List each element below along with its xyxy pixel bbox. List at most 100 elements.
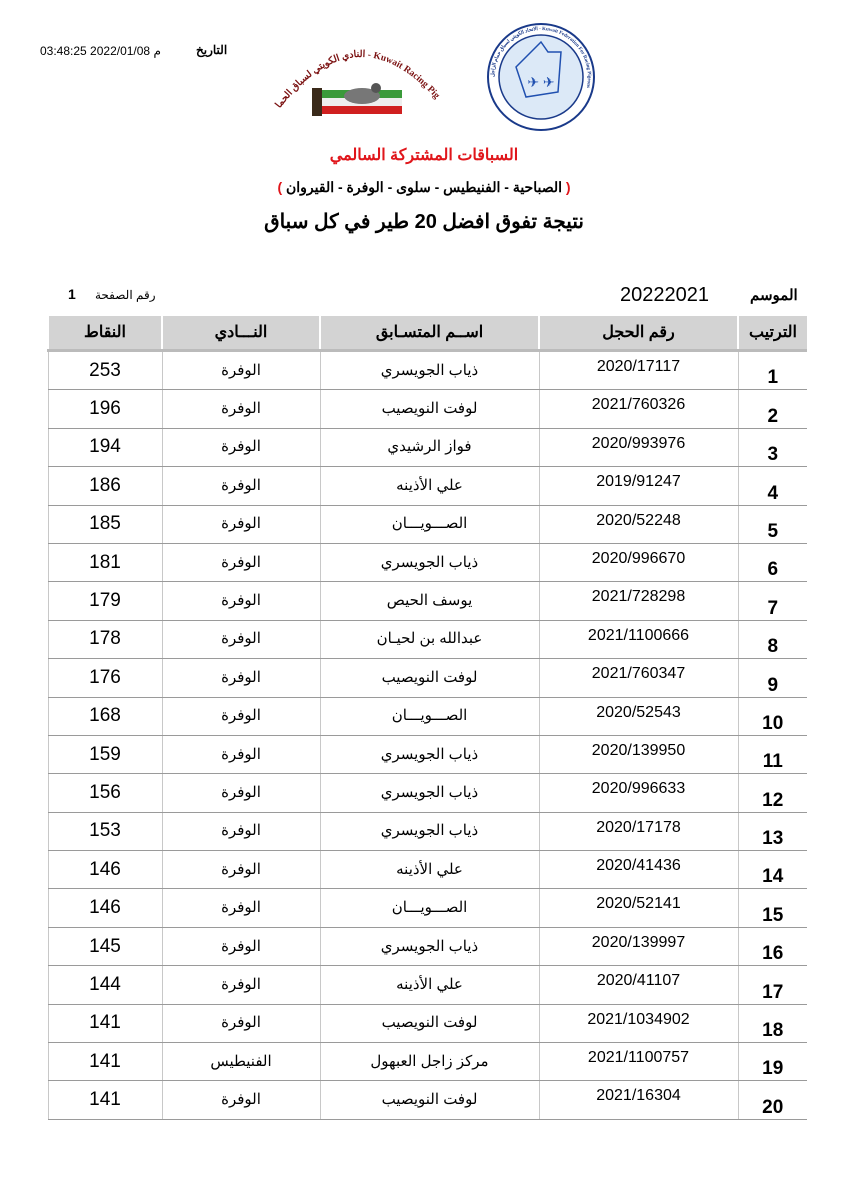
ring-number-cell: 2020/996670 xyxy=(538,543,738,583)
rank-cell: 4 xyxy=(737,466,807,506)
ring-number-cell: 2021/16304 xyxy=(538,1080,738,1120)
date-label: التاريخ xyxy=(196,43,228,57)
rank-cell: 11 xyxy=(737,735,807,775)
club-cell: الوفرة xyxy=(161,773,320,813)
competitor-cell: الصـــويـــان xyxy=(319,697,539,736)
page-number: 1 xyxy=(68,286,76,302)
points-cell: 168 xyxy=(47,697,162,736)
rank-cell: 9 xyxy=(737,658,807,698)
ring-number-cell: 2021/728298 xyxy=(538,581,738,621)
page-number-label: رقم الصفحة xyxy=(95,288,156,302)
points-cell: 186 xyxy=(47,466,162,506)
ring-number-cell: 2021/1100666 xyxy=(538,620,738,660)
rank-cell: 15 xyxy=(737,888,807,928)
col-ring-number: رقم الحجل xyxy=(538,316,738,352)
points-cell: 176 xyxy=(47,658,162,698)
points-cell: 146 xyxy=(47,888,162,928)
table-row: 16 2020/139997 ذياب الجويسري الوفرة 145 xyxy=(47,927,807,967)
club-cell: الوفرة xyxy=(161,428,320,468)
points-cell: 181 xyxy=(47,543,162,583)
club-cell: الوفرة xyxy=(161,812,320,852)
competitor-cell: لوفت النويصيب xyxy=(319,389,539,429)
ring-number-cell: 2019/91247 xyxy=(538,466,738,506)
ring-number-cell: 2021/1034902 xyxy=(538,1004,738,1044)
ring-number-cell: 2020/17178 xyxy=(538,812,738,852)
ring-number-cell: 2021/1100757 xyxy=(538,1042,738,1082)
rank-cell: 18 xyxy=(737,1004,807,1044)
event-subtitle: السباقات المشتركة السالمي xyxy=(329,147,519,164)
rank-cell: 8 xyxy=(737,620,807,660)
table-row: 10 2020/52543 الصـــويـــان الوفرة 168 xyxy=(47,697,807,736)
points-cell: 196 xyxy=(47,389,162,429)
ring-number-cell: 2020/52141 xyxy=(538,888,738,928)
ring-number-cell: 2020/41107 xyxy=(538,965,738,1005)
ring-number-cell: 2020/41436 xyxy=(538,850,738,890)
competitor-cell: الصـــويـــان xyxy=(319,505,539,544)
points-cell: 253 xyxy=(47,350,162,391)
svg-text:✈ ✈: ✈ ✈ xyxy=(527,74,554,90)
points-cell: 185 xyxy=(47,505,162,544)
competitor-cell: ذياب الجويسري xyxy=(319,812,539,852)
competitor-cell: علي الأذينه xyxy=(319,850,539,890)
table-row: 13 2020/17178 ذياب الجويسري الوفرة 153 xyxy=(47,812,807,852)
rank-cell: 17 xyxy=(737,965,807,1005)
results-table: الترتيب رقم الحجل اســم المتسـابق النـــ… xyxy=(47,316,807,1120)
table-row: 5 2020/52248 الصـــويـــان الوفرة 185 xyxy=(47,505,807,544)
club-cell: الوفرة xyxy=(161,658,320,698)
competitor-cell: الصـــويـــان xyxy=(319,888,539,928)
table-row: 9 2021/760347 لوفت النويصيب الوفرة 176 xyxy=(47,658,807,698)
rank-cell: 1 xyxy=(737,350,807,391)
points-cell: 146 xyxy=(47,850,162,890)
clubs-list: الصباحية - الفنيطيس - سلوى - الوفرة - ال… xyxy=(286,179,562,195)
club-cell: الفنيطيس xyxy=(161,1042,320,1082)
table-row: 4 2019/91247 علي الأذينه الوفرة 186 xyxy=(47,466,807,506)
points-cell: 141 xyxy=(47,1080,162,1120)
col-club: النـــادي xyxy=(161,316,320,352)
rank-cell: 2 xyxy=(737,389,807,429)
competitor-cell: ذياب الجويسري xyxy=(319,735,539,775)
rank-cell: 20 xyxy=(737,1080,807,1120)
club-cell: الوفرة xyxy=(161,389,320,429)
ring-number-cell: 2021/760326 xyxy=(538,389,738,429)
table-row: 15 2020/52141 الصـــويـــان الوفرة 146 xyxy=(47,888,807,928)
competitor-cell: يوسف الحيص xyxy=(319,581,539,621)
competitor-cell: علي الأذينه xyxy=(319,965,539,1005)
table-row: 2 2021/760326 لوفت النويصيب الوفرة 196 xyxy=(47,389,807,429)
table-row: 20 2021/16304 لوفت النويصيب الوفرة 141 xyxy=(47,1080,807,1120)
print-datetime: 03:48:25 2022/01/08 م xyxy=(40,44,161,58)
club-cell: الوفرة xyxy=(161,581,320,621)
col-competitor: اســم المتسـابق xyxy=(319,316,539,352)
report-title: نتيجة تفوق افضل 20 طير في كل سباق xyxy=(264,211,584,233)
col-points: النقاط xyxy=(47,316,162,352)
rank-cell: 7 xyxy=(737,581,807,621)
ring-number-cell: 2020/52543 xyxy=(538,697,738,736)
competitor-cell: لوفت النويصيب xyxy=(319,658,539,698)
points-cell: 178 xyxy=(47,620,162,660)
competitor-cell: علي الأذينه xyxy=(319,466,539,506)
points-cell: 153 xyxy=(47,812,162,852)
club-cell: الوفرة xyxy=(161,965,320,1005)
competitor-cell: ذياب الجويسري xyxy=(319,773,539,813)
competitor-cell: فواز الرشيدي xyxy=(319,428,539,468)
points-cell: 194 xyxy=(47,428,162,468)
club-cell: الوفرة xyxy=(161,927,320,967)
table-row: 3 2020/993976 فواز الرشيدي الوفرة 194 xyxy=(47,428,807,468)
table-row: 8 2021/1100666 عبدالله بن لحيـان الوفرة 178 xyxy=(47,620,807,660)
club-logo: النادي الكويتي لسباق الحمام الزاجل - Kuw… xyxy=(262,30,441,116)
points-cell: 144 xyxy=(47,965,162,1005)
table-row: 19 2021/1100757 مركز زاجل العبهول الفنيطيس 1… xyxy=(47,1042,807,1082)
club-cell: الوفرة xyxy=(161,543,320,583)
club-cell: الوفرة xyxy=(161,466,320,506)
points-cell: 179 xyxy=(47,581,162,621)
rank-cell: 5 xyxy=(737,505,807,544)
competitor-cell: ذياب الجويسري xyxy=(319,927,539,967)
competitor-cell: مركز زاجل العبهول xyxy=(319,1042,539,1082)
points-cell: 141 xyxy=(47,1004,162,1044)
ring-number-cell: 2020/139997 xyxy=(538,927,738,967)
rank-cell: 16 xyxy=(737,927,807,967)
rank-cell: 12 xyxy=(737,773,807,813)
club-cell: الوفرة xyxy=(161,888,320,928)
club-cell: الوفرة xyxy=(161,1080,320,1120)
table-row: 7 2021/728298 يوسف الحيص الوفرة 179 xyxy=(47,581,807,621)
